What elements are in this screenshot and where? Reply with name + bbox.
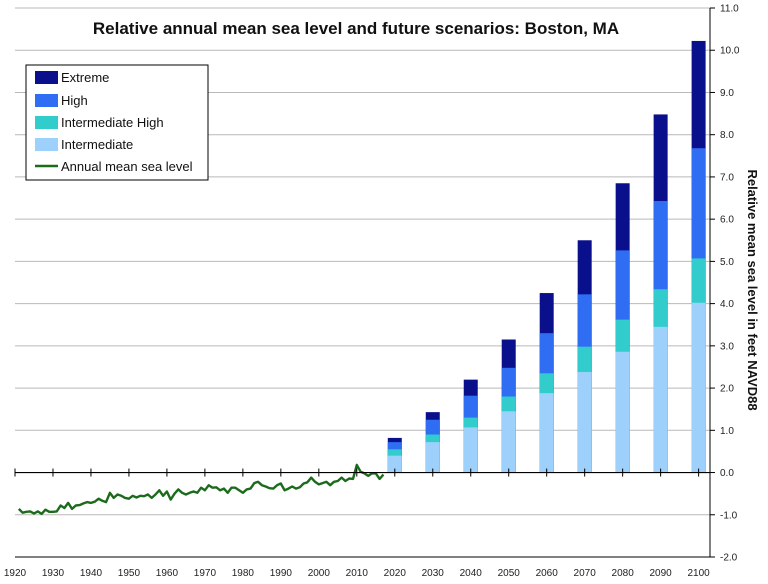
x-tick-label: 2020 xyxy=(384,568,407,579)
annual-mean-sea-level-line xyxy=(17,463,385,516)
y-tick-label: -2.0 xyxy=(720,553,738,564)
legend-swatch-high xyxy=(35,94,58,107)
x-tick-label: 1920 xyxy=(4,568,27,579)
legend-swatch-intermediate-high xyxy=(35,116,58,129)
y-tick-label: 8.0 xyxy=(720,130,734,141)
y-tick-label: 6.0 xyxy=(720,215,734,226)
bar-intermediate xyxy=(463,427,478,473)
annual-line-layer xyxy=(17,463,385,516)
bar-intermediate xyxy=(387,455,402,473)
x-tick-label: 2010 xyxy=(346,568,369,579)
y-tick-label: 4.0 xyxy=(720,299,734,310)
x-tick-label: 2090 xyxy=(650,568,673,579)
scenario-bars xyxy=(387,40,706,473)
y-axis-label: Relative mean sea level in feet NAVD88 xyxy=(745,169,760,410)
legend-item-high: High xyxy=(35,93,88,108)
x-tick-label: 1970 xyxy=(194,568,217,579)
legend-label-extreme: Extreme xyxy=(61,70,109,85)
legend-item-extreme: Extreme xyxy=(35,70,109,85)
x-tick-label: 2000 xyxy=(308,568,331,579)
x-tick-label: 1980 xyxy=(232,568,255,579)
x-tick-label: 2050 xyxy=(498,568,521,579)
bar-intermediate xyxy=(691,302,706,473)
y-tick-label: 1.0 xyxy=(720,426,734,437)
chart-title: Relative annual mean sea level and futur… xyxy=(93,19,619,38)
x-tick-label: 1930 xyxy=(42,568,65,579)
bar-intermediate xyxy=(425,442,440,473)
x-tick-label: 2070 xyxy=(574,568,597,579)
legend-swatch-intermediate xyxy=(35,138,58,151)
x-tick-label: 2040 xyxy=(460,568,483,579)
legend-item-annual: Annual mean sea level xyxy=(35,159,193,174)
y-tick-label: 3.0 xyxy=(720,341,734,352)
x-tick-label: 2080 xyxy=(612,568,635,579)
y-tick-label: 10.0 xyxy=(720,46,740,57)
legend-item-intermediate-high: Intermediate High xyxy=(35,115,164,130)
x-tick-label: 2030 xyxy=(422,568,445,579)
y-tick-label: 7.0 xyxy=(720,172,734,183)
bar-intermediate xyxy=(653,326,668,473)
legend-label-high: High xyxy=(61,93,88,108)
bar-intermediate xyxy=(539,393,554,473)
x-tick-label: 1940 xyxy=(80,568,103,579)
y-tick-label: 9.0 xyxy=(720,88,734,99)
x-tick-label: 1950 xyxy=(118,568,141,579)
y-tick-label: 2.0 xyxy=(720,384,734,395)
x-tick-label: 2060 xyxy=(536,568,559,579)
legend-label-intermediate-high: Intermediate High xyxy=(61,115,164,130)
bar-intermediate xyxy=(577,372,592,473)
y-tick-label: 5.0 xyxy=(720,257,734,268)
x-tick-label: 1990 xyxy=(270,568,293,579)
y-tick-label: 0.0 xyxy=(720,468,734,479)
legend-label-annual: Annual mean sea level xyxy=(61,159,193,174)
legend-item-intermediate: Intermediate xyxy=(35,137,133,152)
bar-intermediate xyxy=(501,411,516,473)
axes: -2.0 -1.0 0.0 1.0 2.0 3.0 4.0 5.0 6.0 7.0 8.0 9.0 10… xyxy=(4,4,740,580)
legend-swatch-extreme xyxy=(35,71,58,84)
legend-label-intermediate: Intermediate xyxy=(61,137,133,152)
x-tick-label: 2100 xyxy=(687,568,710,579)
bar-intermediate xyxy=(615,351,630,473)
x-tick-label: 1960 xyxy=(156,568,179,579)
y-tick-label: -1.0 xyxy=(720,510,738,521)
y-tick-label: 11.0 xyxy=(720,4,739,15)
legend: Extreme High Intermediate High Intermedi… xyxy=(25,64,209,181)
